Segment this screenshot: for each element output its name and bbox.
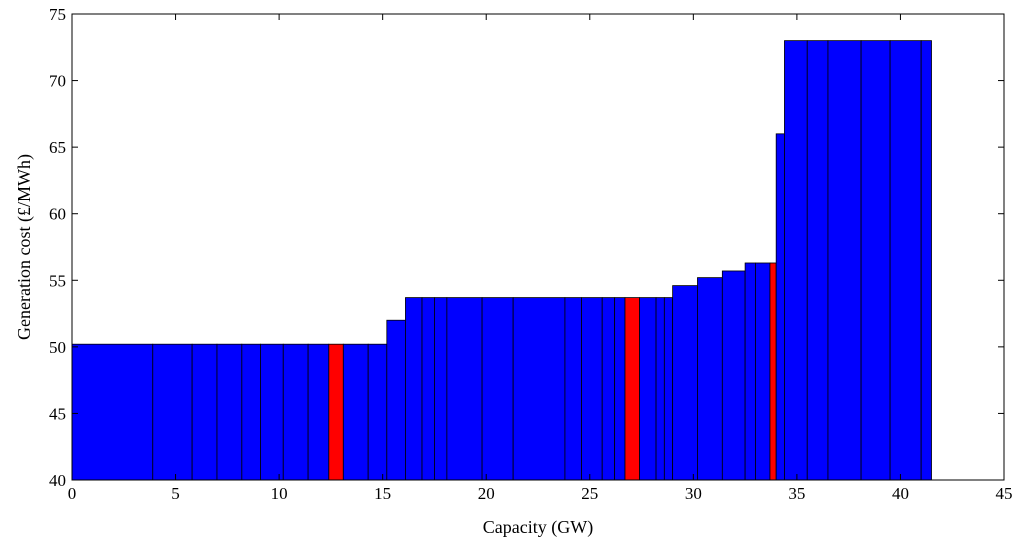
x-tick-label: 25: [581, 484, 598, 503]
x-tick-label: 15: [374, 484, 391, 503]
bar-block-16: [481, 297, 514, 481]
bar-block-3: [216, 343, 243, 481]
x-tick-label: 30: [685, 484, 702, 503]
y-tick-label: 60: [49, 205, 66, 224]
y-tick-label: 65: [49, 138, 66, 157]
bar-block-36: [860, 40, 891, 481]
x-tick-label: 20: [478, 484, 495, 503]
bar-block-31: [769, 262, 777, 481]
y-tick-label: 75: [49, 5, 66, 24]
x-tick-label: 10: [271, 484, 288, 503]
bar-block-23: [639, 297, 657, 481]
bar-block-10: [367, 343, 388, 481]
bar-block-37: [889, 40, 922, 481]
bar-block-13: [421, 297, 435, 481]
bar-block-26: [672, 285, 698, 481]
bar-block-12: [405, 297, 423, 481]
bar-block-7: [307, 343, 330, 481]
bar-block-4: [241, 343, 261, 481]
bar-block-22: [624, 297, 640, 481]
bar-block-9: [342, 343, 369, 481]
y-tick-label: 50: [49, 338, 66, 357]
x-tick-label: 0: [68, 484, 77, 503]
y-tick-label: 40: [49, 471, 66, 490]
bar-block-24: [655, 297, 665, 481]
x-axis-label: Capacity (GW): [483, 517, 593, 538]
x-tick-label: 45: [996, 484, 1013, 503]
bar-block-27: [697, 277, 723, 481]
bars-group: [71, 40, 932, 481]
x-tick-label: 35: [788, 484, 805, 503]
bar-block-25: [663, 297, 674, 481]
x-tick-label: 40: [892, 484, 909, 503]
bar-block-5: [260, 343, 284, 481]
bar-block-17: [512, 297, 566, 481]
bar-block-19: [581, 297, 603, 481]
bar-block-38: [920, 40, 932, 481]
y-tick-label: 70: [49, 72, 66, 91]
bar-block-34: [806, 40, 829, 481]
bar-block-21: [614, 297, 626, 481]
y-tick-label: 45: [49, 404, 66, 423]
plot-frame: [71, 13, 1005, 481]
bar-block-15: [446, 297, 483, 481]
bar-block-18: [564, 297, 582, 481]
bar-block-33: [784, 40, 808, 481]
bar-block-2: [191, 343, 218, 481]
x-tick-label: 5: [171, 484, 180, 503]
bar-block-6: [282, 343, 309, 481]
bar-block-32: [775, 133, 785, 481]
bar-block-0: [71, 343, 154, 481]
y-axis-label: Generation cost (£/MWh): [14, 154, 35, 340]
bar-block-35: [827, 40, 862, 481]
y-tick-label: 55: [49, 271, 66, 290]
bar-block-11: [386, 319, 406, 481]
bar-block-28: [721, 270, 746, 481]
bar-block-20: [601, 297, 616, 481]
bar-block-29: [744, 262, 756, 481]
bar-block-8: [328, 343, 344, 481]
bar-block-30: [755, 262, 771, 481]
bar-block-1: [152, 343, 193, 481]
bar-block-14: [434, 297, 448, 481]
ticks-group: 0 5 10 15 20 25 30 35 40 45 40 45 50 55 60 65 70 75: [49, 5, 1013, 503]
